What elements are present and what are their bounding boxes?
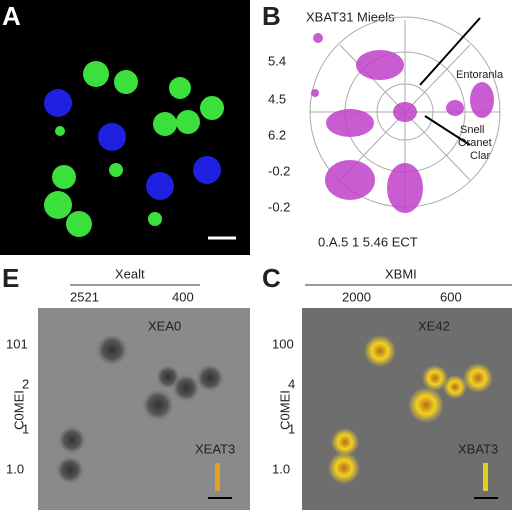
y-label: C0MEI [11,390,26,430]
arrow [419,17,481,86]
panel-letter: A [2,1,21,31]
label: XE42 [418,318,450,333]
label: XBAT3 [458,441,498,456]
dark-cells [56,334,224,484]
tick-label: 1 [288,421,295,436]
tick-label: 100 [272,336,294,351]
tick-label: 1.0 [6,461,24,476]
axis-title: XBMI [385,266,417,281]
color-bar [215,463,220,491]
panel-a-bg [0,0,250,255]
tick-label: 600 [440,289,462,304]
tick-label: 400 [172,289,194,304]
tick-label: 2521 [70,289,99,304]
y-label: C0MEI [277,390,292,430]
yellow-cells [328,335,493,484]
tick-label: 1 [22,421,29,436]
label: XEA0 [148,318,181,333]
b-yticks: 5.4 4.5 6.2 -0.2 -0.2 [268,53,290,214]
tick-label: -0.2 [268,163,290,178]
tick-label: 6.2 [268,127,286,142]
tick-label: 2000 [342,289,371,304]
tick-label: 5.4 [268,53,286,68]
annotation: Entoranla [456,69,504,81]
annotation: Clar [470,150,491,162]
annotation: Oranet [458,137,492,149]
panel-letter: E [2,263,19,293]
panel-letter: B [262,1,281,31]
tick-label: 4 [288,376,295,391]
annotation: Snell [460,124,484,136]
tick-label: -0.2 [268,199,290,214]
tick-label: 101 [6,336,28,351]
axis-title: Xealt [115,266,145,281]
color-bar [483,463,488,491]
x-label: 0.A.5 1 5.46 ECT [318,234,418,249]
panel-title: XBAT31 Mieels [306,9,395,24]
panel-letter: C [262,263,281,293]
blobs [311,33,494,213]
label: XEAT3 [195,441,235,456]
arrow [424,115,471,146]
tick-label: 2 [22,376,29,391]
tick-label: 1.0 [272,461,290,476]
tick-label: 4.5 [268,91,286,106]
cells [44,61,224,237]
